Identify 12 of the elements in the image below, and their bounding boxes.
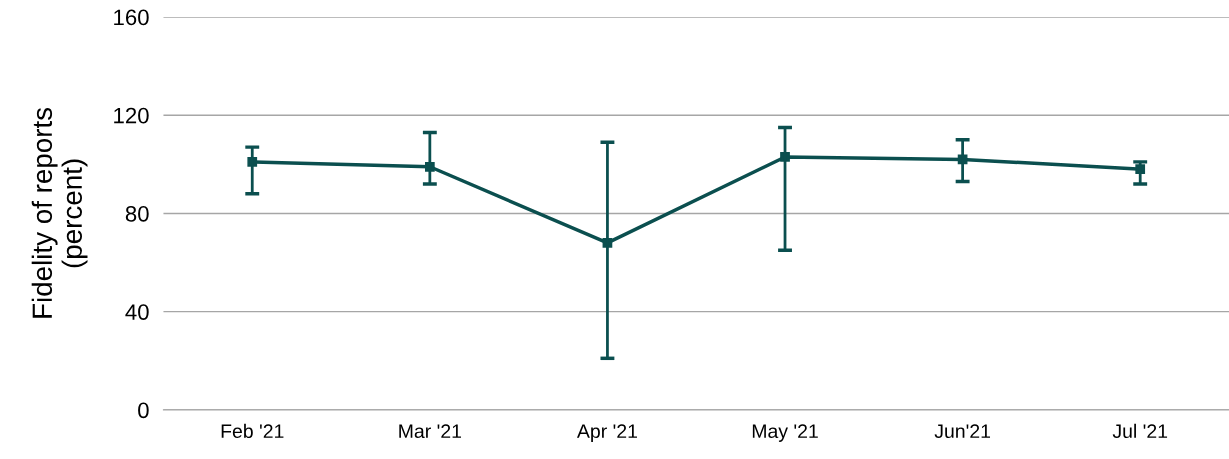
y-tick-label: 0 (138, 402, 149, 419)
x-tick-label: Jul '21 (1112, 423, 1168, 439)
y-tick-label: 80 (125, 205, 149, 222)
y-tick-label: 120 (114, 107, 149, 124)
y-tick-label: 160 (114, 9, 149, 26)
x-tick-label: Mar '21 (399, 424, 462, 439)
x-tick-label: May '21 (752, 424, 818, 442)
x-tick-label: Apr '21 (576, 424, 637, 442)
x-tick-label: Jun'21 (934, 424, 991, 439)
x-tick-label: Feb '21 (221, 423, 284, 439)
y-tick-label: 40 (125, 304, 149, 320)
y-axis-title: Fidelity of reports (percent) (31, 107, 88, 318)
